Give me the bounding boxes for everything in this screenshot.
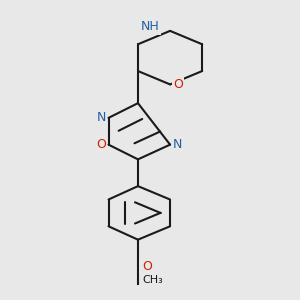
Text: O: O [173,78,183,91]
Text: NH: NH [141,20,159,33]
Text: O: O [141,260,151,273]
Text: N: N [97,111,106,124]
Text: O: O [96,138,106,151]
Text: N: N [173,138,182,151]
Text: CH₃: CH₃ [142,275,163,285]
Text: O: O [142,260,152,273]
